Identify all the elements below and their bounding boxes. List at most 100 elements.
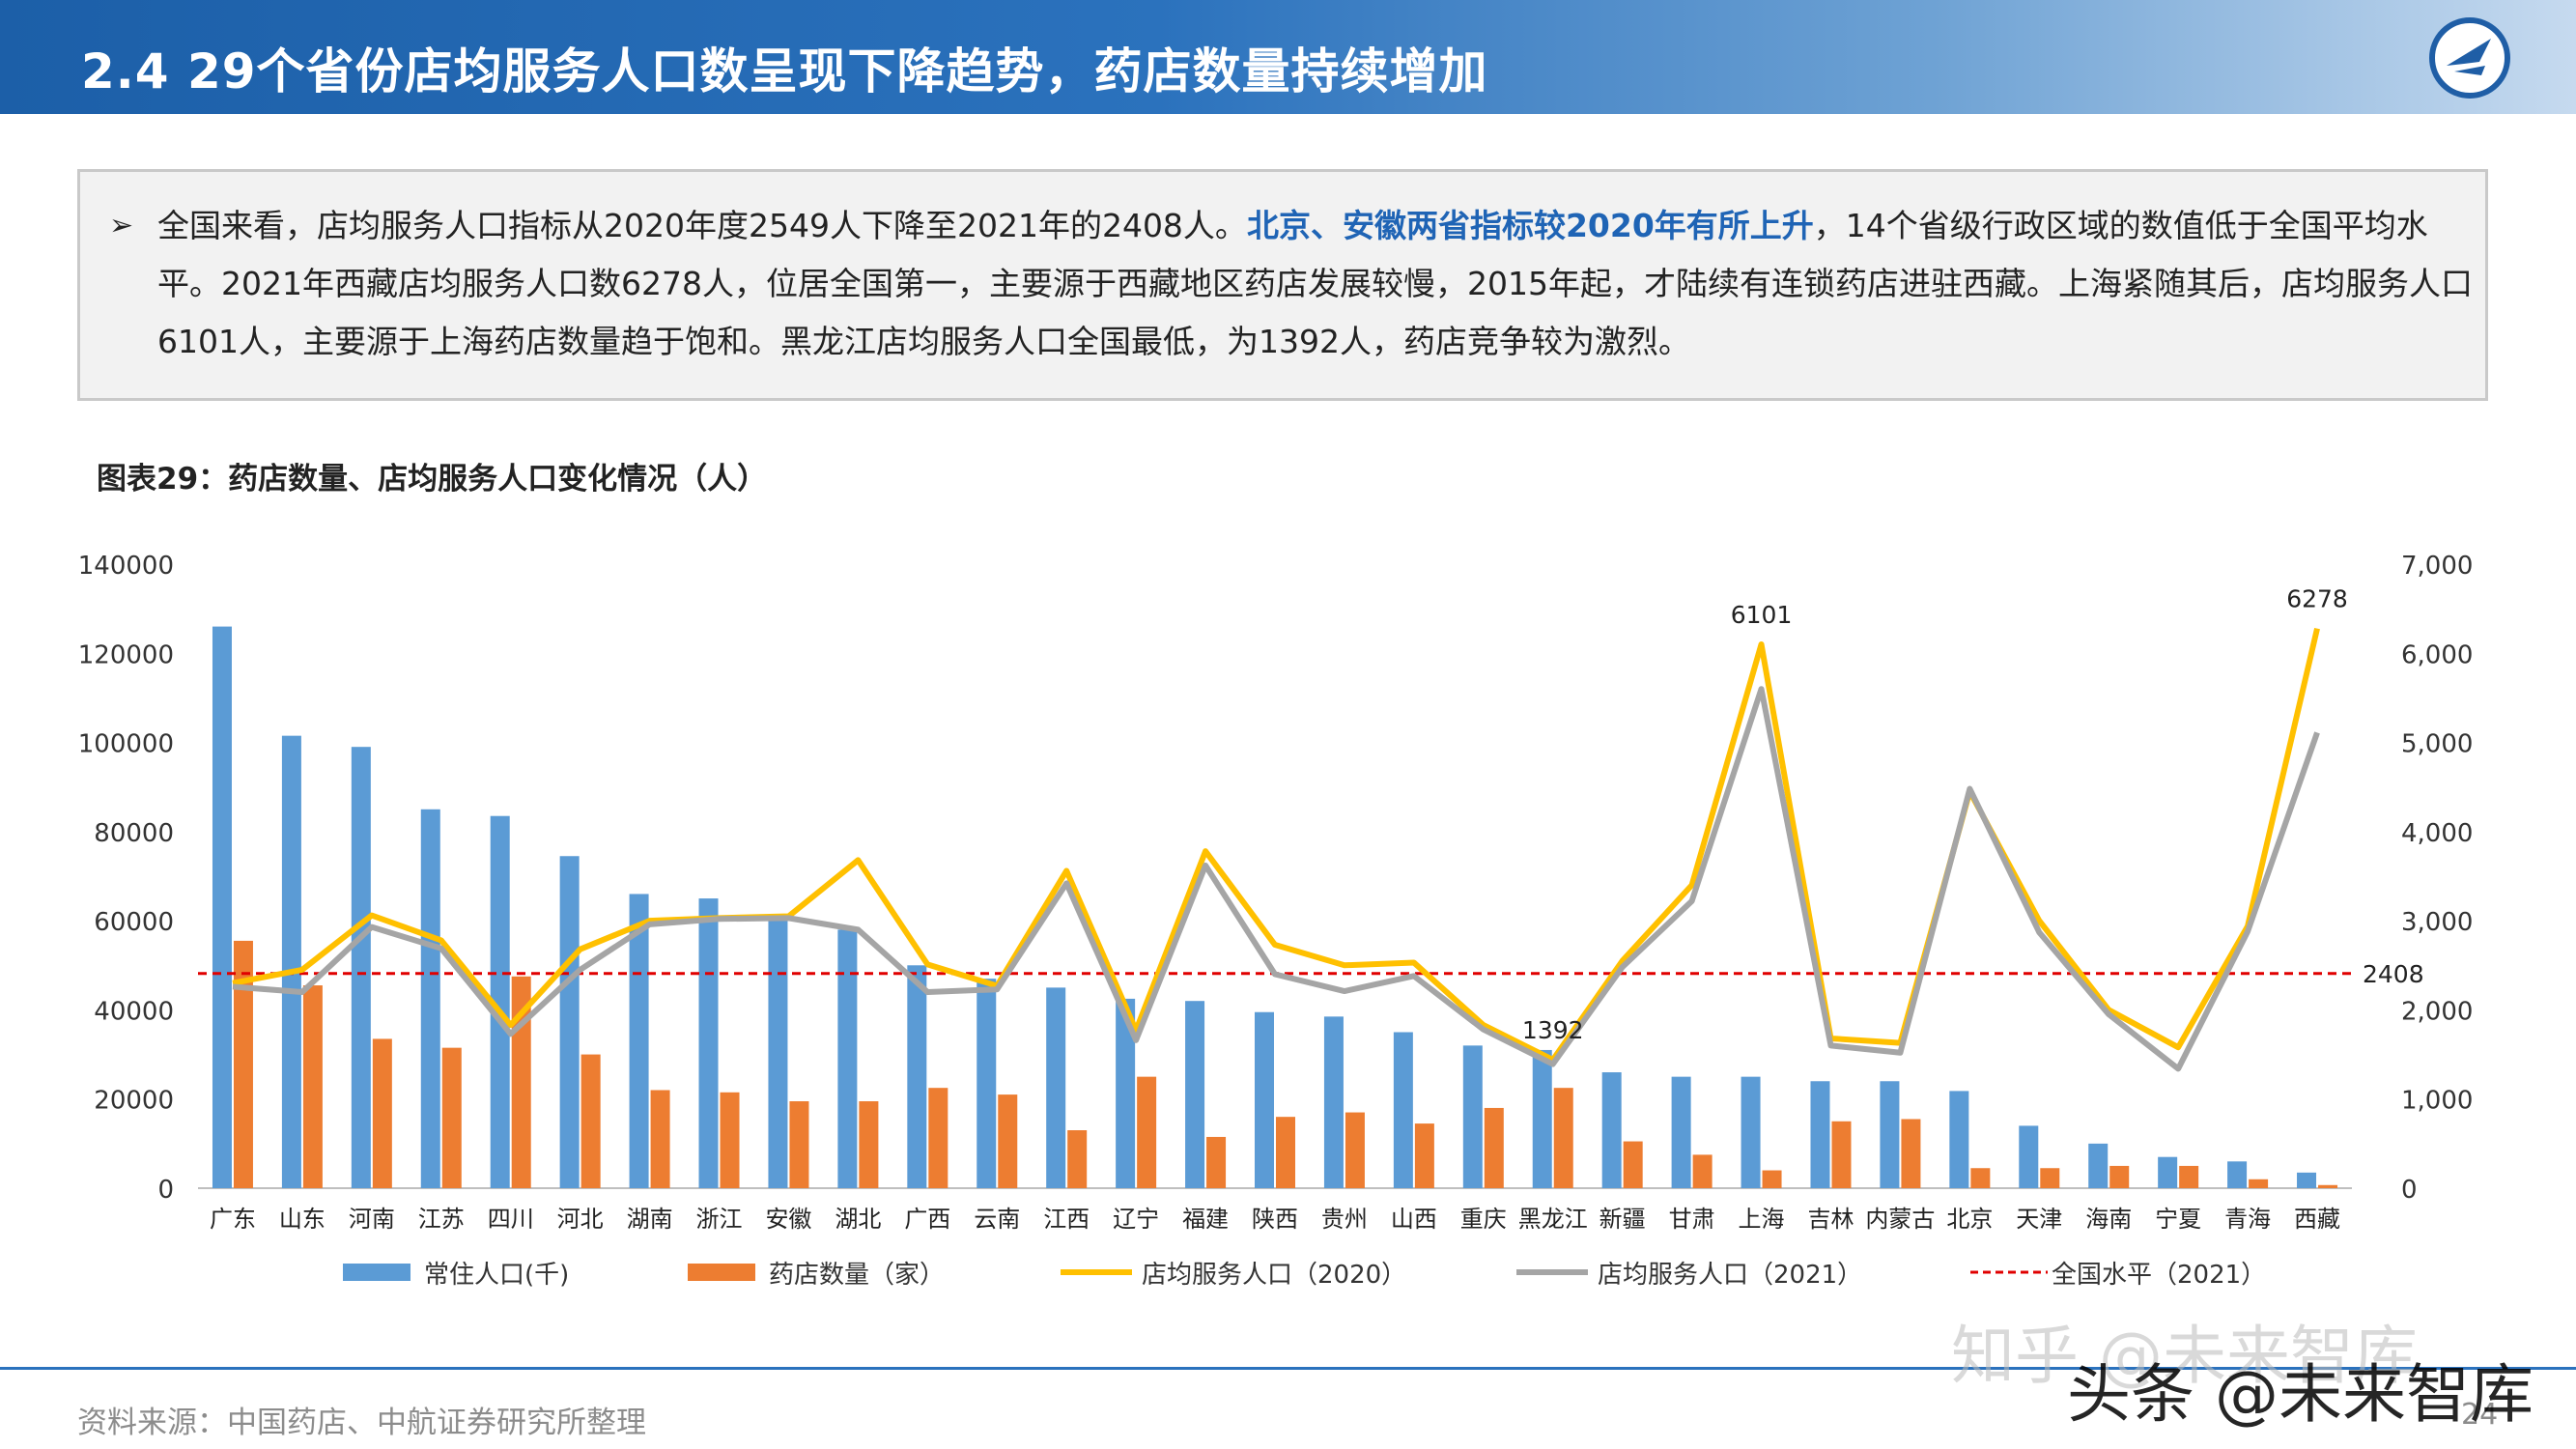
x-tick-label: 山东	[279, 1206, 326, 1233]
bar-store-count	[859, 1101, 879, 1188]
bar-population	[837, 929, 858, 1188]
data-label: 6278	[2286, 585, 2348, 613]
x-tick-label: 北京	[1946, 1206, 1993, 1233]
x-tick-label: 江西	[1043, 1206, 1090, 1233]
bar-store-count	[302, 985, 323, 1188]
y-left-tick-label: 40000	[94, 997, 174, 1026]
bar-population	[977, 979, 997, 1188]
y-left-tick-label: 60000	[94, 908, 174, 937]
bar-population	[420, 809, 440, 1188]
bar-population	[559, 856, 580, 1188]
legend-label: 全国水平（2021）	[2052, 1261, 2266, 1290]
bar-store-count	[1484, 1107, 1504, 1188]
bar-population	[2088, 1143, 2109, 1188]
bar-store-count	[2040, 1168, 2060, 1188]
bar-store-count	[1901, 1119, 1921, 1188]
bar-store-count	[441, 1047, 462, 1188]
bar-population	[1532, 1049, 1552, 1188]
bar-population	[629, 894, 649, 1188]
summary-highlight: 北京、安徽两省指标较2020年有所上升	[1246, 207, 1814, 244]
bar-store-count	[1692, 1154, 1713, 1188]
bullet-arrow-icon: ➢	[109, 209, 134, 242]
x-tick-label: 黑龙江	[1518, 1206, 1588, 1233]
bar-population	[490, 815, 510, 1188]
bar-population	[1393, 1032, 1413, 1188]
bar-store-count	[998, 1094, 1018, 1188]
x-tick-label: 河南	[349, 1206, 395, 1233]
bar-population	[768, 916, 788, 1188]
x-tick-label: 广东	[210, 1206, 256, 1233]
legend-swatch	[343, 1264, 410, 1281]
bar-store-count	[2318, 1184, 2338, 1188]
bar-store-count	[1206, 1136, 1227, 1188]
x-tick-label: 福建	[1182, 1206, 1229, 1233]
bar-store-count	[1345, 1112, 1365, 1188]
y-right-tick-label: 7,000	[2401, 552, 2473, 581]
x-tick-label: 山西	[1391, 1206, 1437, 1233]
x-tick-label: 重庆	[1460, 1206, 1507, 1233]
x-tick-label: 广西	[904, 1206, 950, 1233]
bar-store-count	[233, 940, 253, 1188]
bar-store-count	[2179, 1165, 2199, 1188]
watermark: 头条 @未来智库	[2067, 1357, 2534, 1432]
bar-store-count	[1553, 1088, 1573, 1188]
y-left-tick-label: 120000	[78, 640, 174, 669]
chart-title: 图表29：药店数量、店均服务人口变化情况（人）	[97, 462, 768, 497]
page-title: 2.4 29个省份店均服务人口数呈现下降趋势，药店数量持续增加	[81, 43, 1488, 99]
source-note: 资料来源：中国药店、中航证券研究所整理	[77, 1406, 646, 1440]
summary-part1: 全国来看，店均服务人口指标从2020年度2549人下降至2021年的2408人。	[157, 207, 1247, 244]
y-left-tick-label: 80000	[94, 819, 174, 848]
bar-population	[1046, 987, 1066, 1188]
x-tick-label: 四川	[488, 1206, 534, 1233]
x-tick-label: 辽宁	[1113, 1206, 1159, 1233]
bar-store-count	[372, 1038, 392, 1188]
y-left-tick-label: 0	[157, 1176, 174, 1205]
page-number: 24	[2461, 1398, 2499, 1432]
line-service-pop-2020	[232, 627, 2320, 1064]
y-right-tick-label: 1,000	[2401, 1087, 2473, 1116]
bar-population	[2019, 1125, 2039, 1188]
bar-store-count	[1137, 1076, 1157, 1188]
y-right-tick-label: 0	[2401, 1176, 2418, 1205]
bar-population	[1671, 1076, 1691, 1188]
bar-population	[281, 735, 301, 1188]
bar-store-count	[1762, 1170, 1782, 1188]
bar-store-count	[2249, 1179, 2269, 1188]
summary-text: 全国来看，店均服务人口指标从2020年度2549人下降至2021年的2408人。…	[157, 197, 2476, 371]
x-tick-label: 宁夏	[2155, 1206, 2201, 1233]
x-tick-label: 甘肃	[1669, 1206, 1715, 1233]
bar-population	[2227, 1161, 2248, 1188]
legend-label: 常住人口(千)	[424, 1261, 569, 1290]
x-tick-label: 湖南	[627, 1206, 673, 1233]
bar-population	[1810, 1081, 1830, 1188]
combo-chart: 0 20000 40000 60000 80000 100000 120000 140000 0…	[78, 552, 2474, 1290]
footer-divider	[0, 1367, 2576, 1370]
x-tick-label: 新疆	[1599, 1206, 1646, 1233]
data-label: 1392	[1522, 1016, 1584, 1044]
x-tick-label: 云南	[974, 1206, 1020, 1233]
legend-label: 店均服务人口（2020）	[1142, 1261, 1406, 1290]
bar-population	[2158, 1156, 2178, 1188]
x-tick-label: 内蒙古	[1865, 1206, 1935, 1233]
bar-store-count	[2109, 1165, 2130, 1188]
bar-population	[1462, 1045, 1483, 1188]
y-left-tick-label: 20000	[94, 1087, 174, 1116]
x-tick-label: 湖北	[835, 1206, 881, 1233]
bar-store-count	[720, 1092, 740, 1188]
summary-part2: ，14个省级行政区域的数值低于全国平均水平。2021年西藏店均服务人口数6278…	[157, 207, 2473, 360]
bar-store-count	[580, 1054, 601, 1188]
bar-population	[907, 965, 927, 1188]
y-right-tick-label: 2,000	[2401, 997, 2473, 1026]
bar-population	[1741, 1076, 1761, 1188]
x-tick-label: 安徽	[765, 1206, 811, 1233]
bar-population	[212, 626, 232, 1188]
legend-swatch	[688, 1264, 755, 1281]
x-tick-label: 西藏	[2294, 1206, 2340, 1233]
y-right-tick-label: 6,000	[2401, 640, 2473, 669]
x-tick-label: 上海	[1739, 1206, 1785, 1233]
x-tick-label: 青海	[2224, 1206, 2271, 1233]
summary-box: ➢ 全国来看，店均服务人口指标从2020年度2549人下降至2021年的2408…	[77, 169, 2488, 401]
avic-logo-icon	[2429, 17, 2510, 99]
bar-store-count	[1831, 1121, 1852, 1188]
x-tick-label: 海南	[2085, 1206, 2132, 1233]
